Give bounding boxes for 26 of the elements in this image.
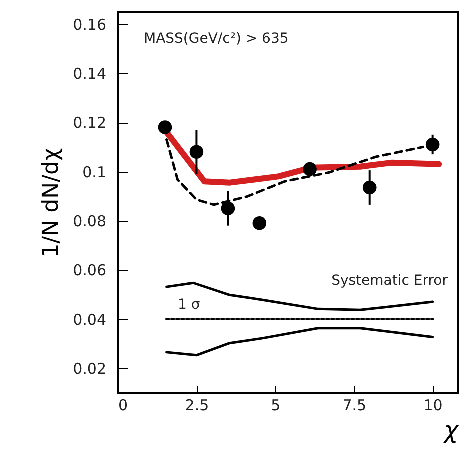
line-series: [166, 327, 434, 357]
x-tick-label: 0: [118, 396, 128, 414]
point: [303, 162, 317, 176]
y-tick-label: 0.02: [73, 360, 106, 378]
y-tick-label: 0.16: [73, 16, 106, 34]
y-tick-label: 0.08: [73, 212, 106, 230]
point: [362, 180, 377, 195]
y-tick-label: 0.1: [82, 163, 106, 182]
point: [221, 202, 236, 216]
x-tick-label: 10: [424, 396, 443, 414]
x-axis-title: χ: [442, 416, 460, 444]
y-tick-label: 0.06: [73, 262, 106, 280]
point: [426, 138, 440, 152]
y-axis-title: 1/N dN/dχ: [39, 148, 64, 258]
point: [158, 120, 172, 134]
y-tick-label: 0.04: [73, 310, 106, 329]
annotation: MASS(GeV/c²) > 635: [144, 31, 289, 47]
x-tick-label: 5: [271, 396, 281, 414]
point: [252, 216, 267, 230]
point: [190, 145, 204, 159]
x-tick-label: 2.5: [185, 396, 210, 414]
x-tick-label: 7.5: [342, 396, 367, 414]
annotation: Systematic Error: [332, 273, 448, 289]
y-tick-label: 0.12: [73, 114, 106, 132]
annotation: 1 σ: [178, 297, 200, 313]
y-tick-label: 0.14: [73, 64, 106, 83]
